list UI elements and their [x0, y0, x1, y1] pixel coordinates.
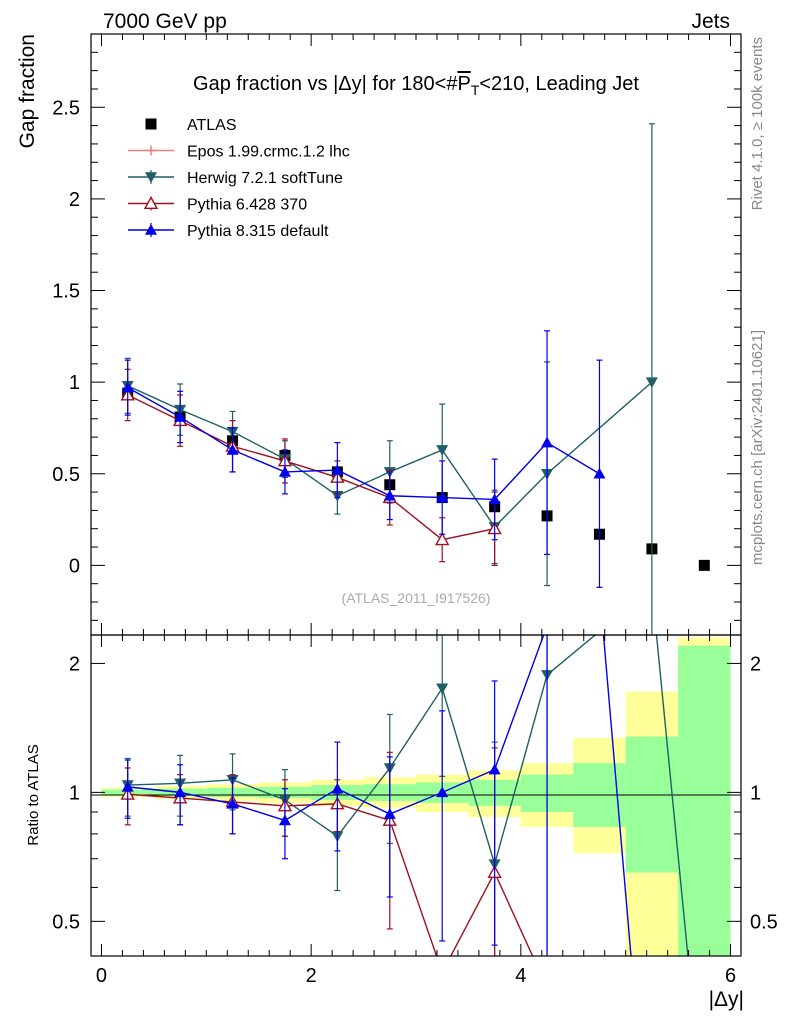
data-point-pythia8 [121, 381, 134, 393]
y-tick-label: 1.5 [52, 281, 80, 303]
ratio-series-pythia8 [121, 635, 632, 956]
legend-label-pythia6: Pythia 6.428 370 [187, 197, 307, 214]
data-point-herwig [436, 445, 449, 456]
y-axis-title: Gap fraction [16, 34, 39, 148]
data-point-pythia8 [278, 465, 291, 477]
axis-ticks: 0 2 4 6 0 0.5 1 1.5 2 2.5 0.5 0.5 1 1 2 2 [52, 34, 778, 987]
data-point-herwig [645, 377, 658, 389]
title-pt-sub: T [471, 82, 480, 98]
ratio-point-herwig [436, 683, 449, 695]
main-plot-data [120, 123, 710, 635]
ratio-point-pythia8 [121, 780, 134, 792]
data-point-pythia8 [541, 436, 554, 448]
legend-marker-herwig [145, 172, 157, 183]
series-atlas [122, 387, 710, 571]
ratio-plot-data [120, 635, 689, 956]
series-line-pythia6 [127, 394, 495, 541]
band-inner-11 [678, 645, 731, 956]
data-point-pythia8 [488, 493, 501, 505]
x-tick-label: 0 [96, 965, 107, 987]
data-point-pythia8 [436, 491, 449, 503]
data-point-pythia8 [383, 489, 396, 501]
legend-label-epos: Epos 1.99.crmc.1.2 lhc [187, 144, 350, 161]
series-line-herwig [127, 381, 653, 528]
ratio-point-pythia8 [383, 808, 396, 819]
analysis-watermark: (ATLAS_2011_I917526) [342, 590, 491, 606]
ratio-axis-title: Ratio to ATLAS [25, 744, 42, 845]
legend-item-pythia6: Pythia 6.428 370 [128, 196, 307, 214]
series-pythia8 [121, 330, 606, 588]
ratio-point-pythia8 [174, 786, 187, 798]
x-tick-label: 2 [306, 965, 317, 987]
x-tick-label: 6 [725, 965, 736, 987]
data-point-pythia8 [331, 464, 344, 475]
rivet-version-label: Rivet 4.1.0, ≥ 100k events [749, 37, 766, 210]
series-pythia6 [120, 368, 502, 566]
data-point-pythia6 [435, 532, 450, 546]
legend-item-epos: Epos 1.99.crmc.1.2 lhc [128, 144, 350, 161]
y-tick-label: 1 [69, 372, 80, 394]
legend-label-pythia8: Pythia 8.315 default [187, 223, 329, 240]
mcplots-site-label: mcplots.cern.ch [arXiv:2401.10621] [749, 330, 766, 565]
ratio-y-tick-label-left: 1 [69, 782, 80, 804]
x-axis-title: |Δy| [709, 988, 744, 1011]
plot-title: Gap fraction vs |Δy| for 180<#PT<210, Le… [193, 73, 639, 98]
y-tick-label: 0.5 [52, 464, 80, 486]
ratio-point-pythia8 [331, 782, 344, 794]
legend-label-atlas: ATLAS [187, 117, 237, 134]
category-label: Jets [691, 10, 730, 33]
energy-label: 7000 GeV pp [103, 10, 227, 33]
legend-item-pythia8: Pythia 8.315 default [128, 223, 329, 240]
legend: ATLAS Epos 1.99.crmc.1.2 lhc Herwig 7.2.1 … [128, 117, 350, 240]
ratio-point-pythia8 [488, 763, 501, 775]
legend-marker-pythia8 [145, 224, 157, 235]
y-tick-label: 0 [69, 555, 80, 577]
data-point-pythia8 [593, 467, 606, 479]
ratio-point-pythia8 [226, 797, 239, 809]
data-point-atlas [698, 559, 710, 571]
ratio-y-tick-label-left: 2 [69, 653, 80, 675]
x-tick-label: 4 [515, 965, 526, 987]
ratio-point-pythia8 [436, 786, 449, 798]
legend-item-herwig: Herwig 7.2.1 softTune [128, 170, 343, 187]
ratio-uncertainty-bands [101, 637, 731, 956]
data-point-pythia8 [226, 443, 239, 455]
y-tick-label: 2 [69, 189, 80, 211]
legend-item-atlas: ATLAS [145, 117, 237, 134]
legend-label-herwig: Herwig 7.2.1 softTune [187, 170, 343, 187]
legend-marker-pythia6 [143, 196, 159, 210]
band-inner-10 [625, 736, 679, 873]
ratio-point-pythia8 [278, 814, 291, 826]
ratio-y-tick-label-right: 2 [750, 653, 761, 675]
data-point-pythia8 [174, 410, 187, 422]
title-post: <210, Leading Jet [479, 73, 639, 95]
ratio-y-tick-label-right: 0.5 [750, 911, 778, 933]
legend-marker-atlas [145, 118, 157, 130]
ratio-y-tick-label-right: 1 [750, 782, 761, 804]
ratio-y-tick-label-left: 0.5 [52, 911, 80, 933]
title-pre: Gap fraction vs |Δy| for 180<# [193, 73, 458, 95]
title-pt-symbol: P [457, 73, 470, 95]
y-tick-label: 2.5 [52, 97, 80, 119]
series-line-pythia8 [127, 387, 600, 501]
